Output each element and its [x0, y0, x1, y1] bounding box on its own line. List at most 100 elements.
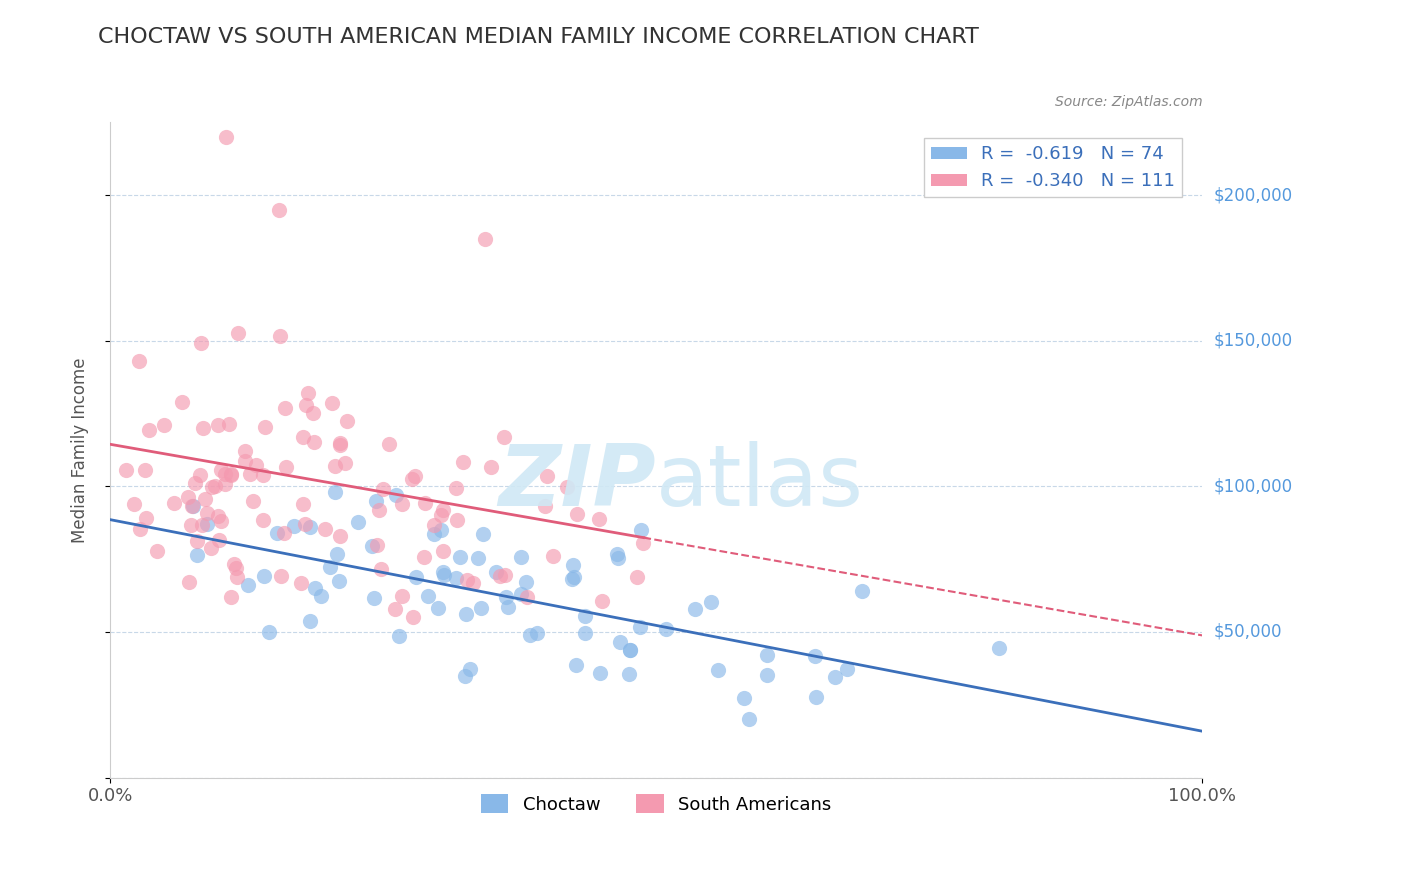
Point	[247, 101, 270, 115]
Point	[733, 691, 755, 706]
Point	[851, 584, 873, 599]
Point	[837, 662, 859, 676]
Point	[209, 463, 232, 477]
Point	[207, 508, 229, 523]
Point	[236, 577, 259, 591]
Point	[494, 568, 516, 582]
Point	[509, 587, 531, 601]
Point	[444, 571, 467, 585]
Point	[803, 648, 825, 663]
Point	[219, 468, 242, 483]
Point	[201, 480, 224, 494]
Point	[574, 608, 596, 623]
Point	[273, 525, 295, 540]
Point	[370, 562, 392, 576]
Point	[384, 601, 406, 615]
Point	[297, 385, 319, 400]
Point	[186, 548, 208, 562]
Point	[430, 523, 453, 537]
Point	[446, 513, 468, 527]
Point	[492, 430, 515, 444]
Point	[509, 549, 531, 564]
Point	[329, 438, 352, 452]
Point	[606, 547, 628, 561]
Point	[756, 668, 779, 682]
Point	[269, 329, 291, 343]
Point	[194, 491, 217, 506]
Point	[267, 202, 290, 217]
Point	[628, 620, 651, 634]
Point	[226, 570, 249, 584]
Point	[479, 459, 502, 474]
Point	[253, 569, 276, 583]
Point	[619, 643, 641, 657]
Text: CHOCTAW VS SOUTH AMERICAN MEDIAN FAMILY INCOME CORRELATION CHART: CHOCTAW VS SOUTH AMERICAN MEDIAN FAMILY …	[98, 27, 980, 46]
Point	[209, 514, 232, 528]
Point	[368, 502, 391, 516]
Point	[591, 594, 613, 608]
Point	[328, 574, 350, 588]
Point	[311, 589, 333, 603]
Point	[496, 599, 519, 614]
Text: $50,000: $50,000	[1213, 623, 1282, 641]
Point	[432, 503, 454, 517]
Point	[804, 690, 827, 705]
Point	[366, 538, 388, 552]
Point	[413, 496, 436, 510]
Point	[135, 511, 157, 525]
Point	[190, 335, 212, 350]
Point	[218, 417, 240, 431]
Point	[115, 463, 138, 477]
Point	[485, 565, 508, 579]
Point	[254, 420, 277, 434]
Point	[294, 517, 316, 532]
Point	[654, 622, 676, 636]
Point	[633, 536, 655, 550]
Point	[138, 423, 160, 437]
Point	[177, 574, 200, 589]
Point	[470, 601, 492, 615]
Point	[190, 518, 212, 533]
Point	[541, 549, 564, 563]
Point	[215, 129, 238, 144]
Point	[536, 468, 558, 483]
Point	[391, 590, 413, 604]
Point	[233, 454, 256, 468]
Point	[565, 657, 588, 672]
Point	[489, 568, 512, 582]
Point	[526, 625, 548, 640]
Point	[574, 626, 596, 640]
Text: $200,000: $200,000	[1213, 186, 1292, 204]
Legend: Choctaw, South Americans: Choctaw, South Americans	[474, 787, 838, 821]
Point	[333, 456, 356, 470]
Text: atlas: atlas	[657, 442, 865, 524]
Point	[456, 574, 478, 588]
Text: ZIP: ZIP	[499, 442, 657, 524]
Point	[471, 527, 494, 541]
Point	[225, 560, 247, 574]
Point	[231, 43, 253, 57]
Point	[630, 523, 652, 537]
Point	[328, 529, 350, 543]
Point	[204, 478, 226, 492]
Point	[214, 467, 236, 482]
Point	[200, 541, 222, 555]
Point	[190, 468, 212, 483]
Point	[402, 610, 425, 624]
Point	[172, 395, 194, 409]
Point	[184, 475, 207, 490]
Point	[219, 467, 242, 481]
Point	[516, 590, 538, 604]
Point	[378, 437, 401, 451]
Point	[214, 476, 236, 491]
Point	[245, 458, 267, 472]
Point	[405, 570, 427, 584]
Point	[319, 560, 342, 574]
Point	[609, 635, 631, 649]
Point	[430, 508, 453, 522]
Point	[456, 607, 478, 621]
Point	[561, 572, 583, 586]
Point	[454, 669, 477, 683]
Point	[321, 396, 343, 410]
Point	[252, 468, 274, 483]
